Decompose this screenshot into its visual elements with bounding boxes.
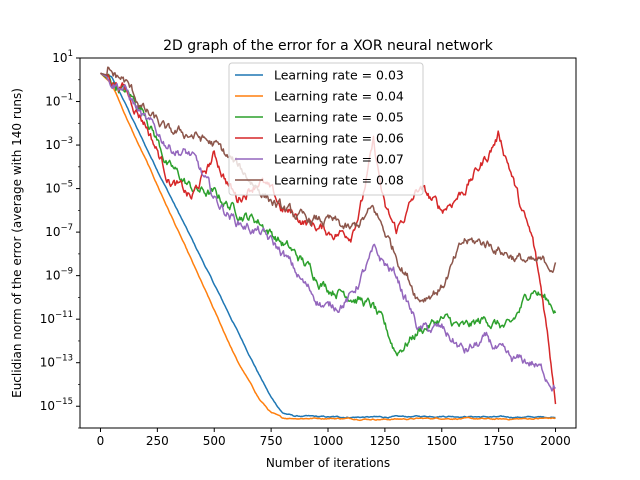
y-axis: 101 10−1 10−3 10−5 10−7 10−9 10−11 10−13 10−15 (40, 49, 80, 429)
y-tick-label: 10−13 (40, 354, 73, 370)
legend-label: Learning rate = 0.06 (274, 131, 404, 146)
legend-label: Learning rate = 0.04 (274, 89, 404, 104)
y-tick-label: 10−3 (45, 136, 73, 152)
series-line (100, 72, 556, 419)
series-line (99, 72, 556, 422)
y-tick-label: 10−7 (45, 223, 73, 239)
series-line (100, 72, 557, 405)
y-tick-label: 101 (52, 49, 73, 65)
y-tick-label: 10−9 (45, 267, 73, 283)
x-tick-label: 0 (97, 434, 105, 448)
series-line (100, 72, 556, 392)
x-tick-label: 500 (203, 434, 226, 448)
y-axis-label: Euclidian norm of the error (average wit… (10, 88, 24, 398)
legend-label: Learning rate = 0.08 (274, 173, 404, 188)
legend-box (228, 62, 424, 196)
x-axis: 0 250 500 750 1000 1250 1500 1750 2000 (97, 428, 571, 448)
legend-label: Learning rate = 0.05 (274, 110, 404, 125)
series-layer (99, 66, 557, 422)
series-line (100, 72, 557, 357)
x-tick-label: 750 (260, 434, 283, 448)
chart-title: 2D graph of the error for a XOR neural n… (163, 38, 494, 54)
x-tick-label: 1500 (426, 434, 457, 448)
legend-label: Learning rate = 0.03 (274, 68, 404, 83)
legend-label: Learning rate = 0.07 (274, 152, 404, 167)
y-tick-label: 10−15 (40, 397, 73, 413)
y-tick-label: 10−11 (40, 310, 73, 326)
x-tick-label: 2000 (540, 434, 571, 448)
x-tick-label: 250 (146, 434, 169, 448)
y-tick-label: 10−1 (45, 93, 73, 109)
x-tick-label: 1750 (483, 434, 514, 448)
series-line (100, 66, 557, 303)
x-tick-label: 1000 (313, 434, 344, 448)
x-tick-label: 1250 (370, 434, 401, 448)
x-axis-label: Number of iterations (266, 456, 390, 470)
legend: Learning rate = 0.03 Learning rate = 0.04… (228, 62, 424, 196)
y-tick-label: 10−5 (45, 180, 73, 196)
